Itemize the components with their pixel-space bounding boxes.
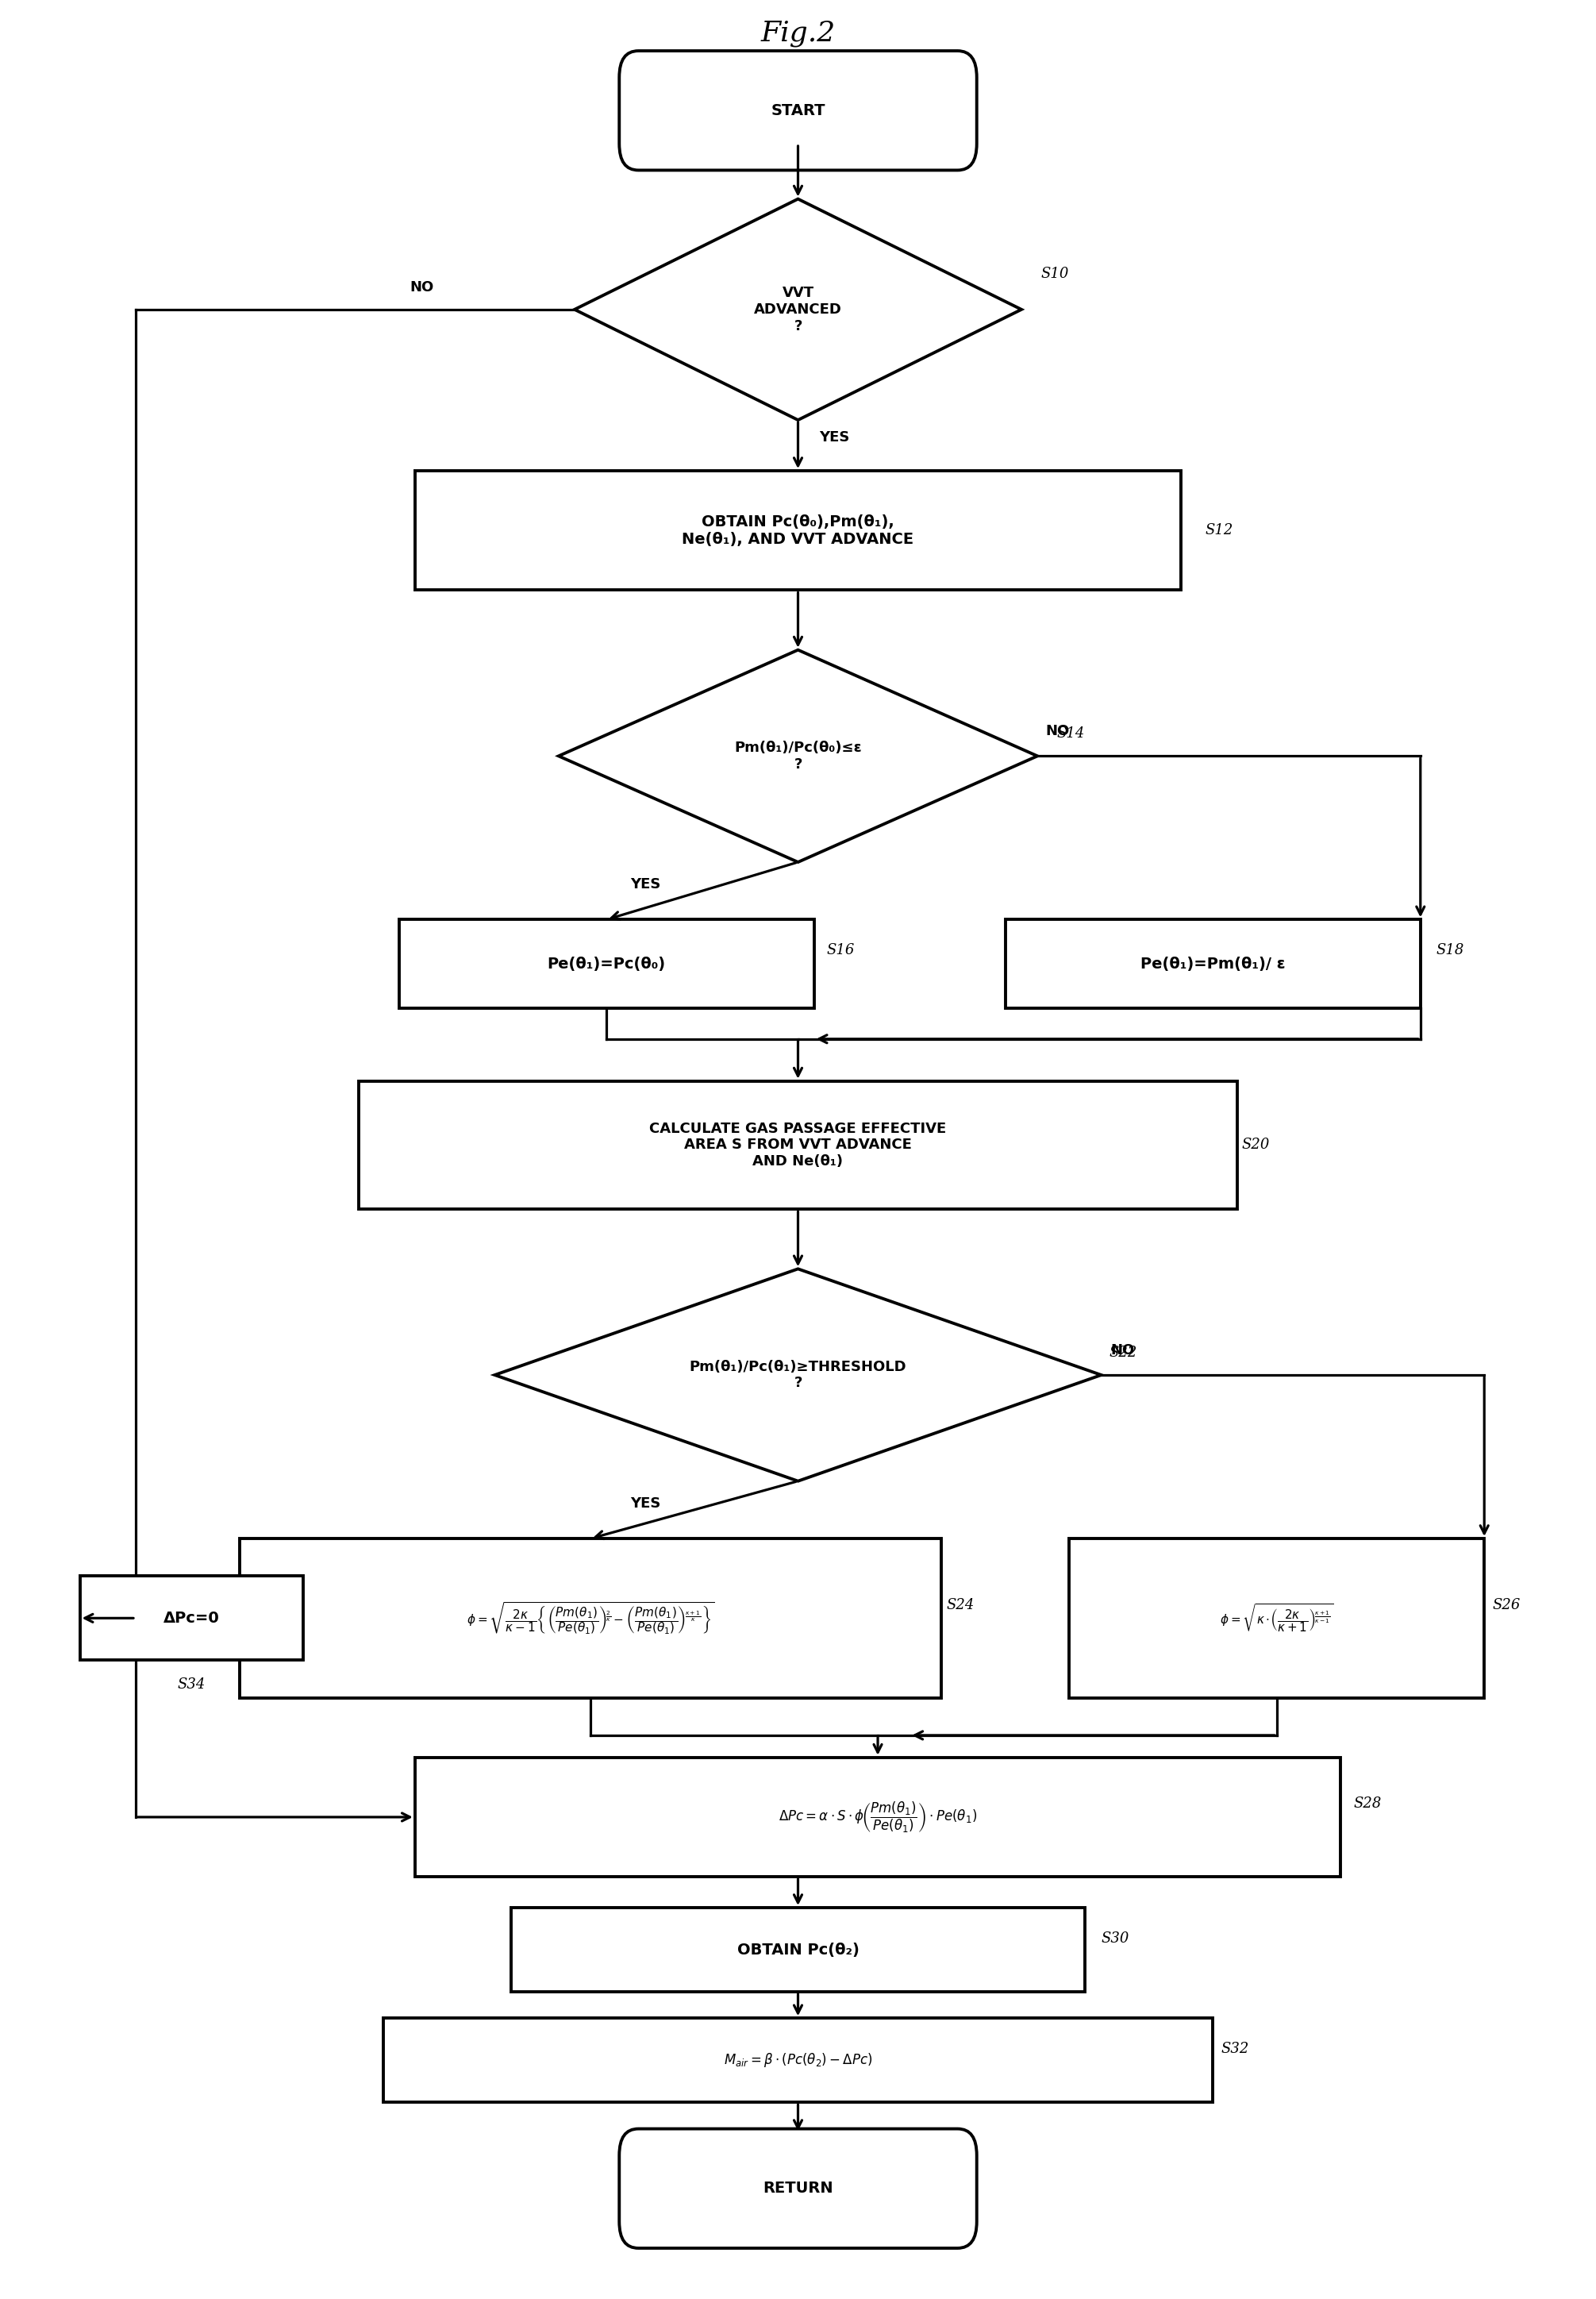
Text: YES: YES	[819, 430, 849, 444]
Text: S32: S32	[1221, 2042, 1250, 2055]
Text: S28: S28	[1353, 1798, 1382, 1812]
Text: CALCULATE GAS PASSAGE EFFECTIVE
AREA S FROM VVT ADVANCE
AND Ne(θ₁): CALCULATE GAS PASSAGE EFFECTIVE AREA S F…	[650, 1122, 946, 1168]
Text: YES: YES	[630, 878, 661, 892]
Bar	[1069, 1538, 1484, 1697]
Polygon shape	[495, 1269, 1101, 1481]
Text: YES: YES	[630, 1497, 661, 1510]
Text: S22: S22	[1109, 1345, 1138, 1361]
Text: S34: S34	[177, 1678, 206, 1692]
Text: RETURN: RETURN	[763, 2182, 833, 2196]
Text: OBTAIN Pc(θ₂): OBTAIN Pc(θ₂)	[737, 1943, 859, 1956]
Text: $\phi=\sqrt{\kappa\cdot\!\left(\dfrac{2\kappa}{\kappa+1}\right)^{\!\frac{\kappa+: $\phi=\sqrt{\kappa\cdot\!\left(\dfrac{2\…	[1219, 1602, 1334, 1635]
Polygon shape	[575, 200, 1021, 421]
Text: S16: S16	[827, 943, 855, 959]
FancyBboxPatch shape	[619, 51, 977, 170]
Bar	[415, 471, 1181, 591]
Bar	[399, 920, 814, 1007]
Text: Fig.2: Fig.2	[761, 21, 835, 46]
Text: S14: S14	[1057, 726, 1085, 740]
Text: $\Delta Pc=\alpha\cdot S\cdot\phi\!\left(\dfrac{Pm(\theta_1)}{Pe(\theta_1)}\righ: $\Delta Pc=\alpha\cdot S\cdot\phi\!\left…	[779, 1800, 977, 1835]
Text: NO: NO	[1111, 1343, 1135, 1356]
Text: S18: S18	[1436, 943, 1465, 959]
Bar	[511, 1908, 1085, 1991]
Bar	[239, 1538, 942, 1697]
Text: S20: S20	[1242, 1138, 1270, 1152]
Text: S12: S12	[1205, 524, 1234, 538]
Bar	[80, 1577, 303, 1660]
Text: Pe(θ₁)=Pm(θ₁)/ ε: Pe(θ₁)=Pm(θ₁)/ ε	[1141, 956, 1285, 972]
Text: Pm(θ₁)/Pc(θ₁)≥THRESHOLD
?: Pm(θ₁)/Pc(θ₁)≥THRESHOLD ?	[689, 1359, 907, 1391]
Text: ΔPc=0: ΔPc=0	[163, 1612, 220, 1625]
Bar	[383, 2019, 1213, 2101]
Text: OBTAIN Pc(θ₀),Pm(θ₁),
Ne(θ₁), AND VVT ADVANCE: OBTAIN Pc(θ₀),Pm(θ₁), Ne(θ₁), AND VVT AD…	[681, 515, 915, 547]
Bar	[359, 1081, 1237, 1209]
Polygon shape	[559, 651, 1037, 862]
Text: S10: S10	[1041, 267, 1069, 280]
Text: START: START	[771, 103, 825, 117]
Text: VVT
ADVANCED
?: VVT ADVANCED ?	[753, 285, 843, 333]
Text: S24: S24	[946, 1598, 975, 1612]
Text: NO: NO	[1045, 724, 1069, 738]
FancyBboxPatch shape	[619, 2129, 977, 2248]
Text: NO: NO	[410, 280, 434, 294]
Text: $\phi=\sqrt{\dfrac{2\kappa}{\kappa-1}\left\{\left(\dfrac{Pm(\theta_1)}{Pe(\theta: $\phi=\sqrt{\dfrac{2\kappa}{\kappa-1}\le…	[466, 1600, 715, 1637]
Text: S30: S30	[1101, 1931, 1130, 1945]
Bar	[1005, 920, 1420, 1007]
Text: $M_{air}=\beta\cdot(Pc(\theta_2)-\Delta Pc)$: $M_{air}=\beta\cdot(Pc(\theta_2)-\Delta …	[723, 2051, 873, 2069]
Bar	[415, 1756, 1341, 1876]
Text: Pe(θ₁)=Pc(θ₀): Pe(θ₁)=Pc(θ₀)	[547, 956, 666, 972]
Text: S26: S26	[1492, 1598, 1521, 1612]
Text: Pm(θ₁)/Pc(θ₀)≤ε
?: Pm(θ₁)/Pc(θ₀)≤ε ?	[734, 740, 862, 772]
